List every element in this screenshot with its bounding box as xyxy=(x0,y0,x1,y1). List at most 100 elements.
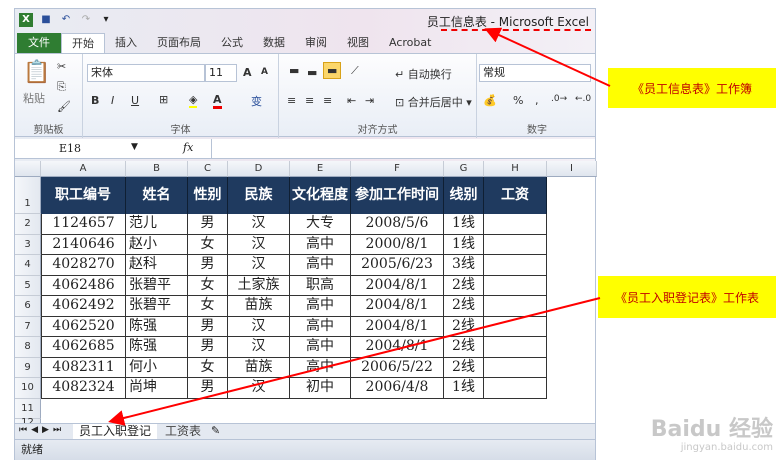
phonetic-button[interactable]: 变 xyxy=(251,95,262,108)
table-cell[interactable]: 4062520 xyxy=(41,316,126,337)
table-cell[interactable]: 女 xyxy=(188,357,228,378)
column-header[interactable]: D xyxy=(228,161,290,177)
orientation-icon[interactable]: ⟋ xyxy=(351,64,359,77)
shrink-font-button[interactable]: A xyxy=(261,67,268,77)
column-header[interactable]: E xyxy=(290,161,351,177)
table-cell[interactable]: 男 xyxy=(188,214,228,235)
tab-view[interactable]: 视图 xyxy=(347,36,369,49)
tab-page-layout[interactable]: 页面布局 xyxy=(157,36,201,49)
table-cell[interactable]: 2140646 xyxy=(41,234,126,255)
fx-icon[interactable]: fx xyxy=(183,141,194,154)
tab-acrobat[interactable]: Acrobat xyxy=(389,36,432,49)
decrease-indent-icon[interactable]: ⇤ xyxy=(347,94,357,107)
underline-button[interactable]: U xyxy=(131,94,140,107)
table-cell[interactable] xyxy=(484,214,547,235)
table-cell[interactable]: 赵小 xyxy=(126,234,188,255)
redo-icon[interactable]: ↷ xyxy=(81,14,91,25)
column-header[interactable]: F xyxy=(351,161,444,177)
table-cell[interactable]: 张碧平 xyxy=(126,296,188,317)
table-cell[interactable]: 4062685 xyxy=(41,337,126,358)
table-cell[interactable]: 张碧平 xyxy=(126,275,188,296)
table-cell[interactable]: 大专 xyxy=(290,214,351,235)
table-cell[interactable]: 女 xyxy=(188,234,228,255)
table-cell[interactable]: 男 xyxy=(188,316,228,337)
header-cell[interactable]: 工资 xyxy=(484,177,547,214)
name-box-dropdown-icon[interactable]: ▼ xyxy=(131,142,138,152)
header-cell[interactable]: 职工编号 xyxy=(41,177,126,214)
table-cell[interactable]: 2004/8/1 xyxy=(351,275,444,296)
paste-icon[interactable]: 📋 xyxy=(23,60,51,85)
table-cell[interactable] xyxy=(484,275,547,296)
table-cell[interactable] xyxy=(484,378,547,399)
tab-home[interactable]: 开始 xyxy=(61,33,105,53)
table-cell[interactable]: 初中 xyxy=(290,378,351,399)
tab-data[interactable]: 数据 xyxy=(263,36,285,49)
bold-button[interactable]: B xyxy=(91,94,100,107)
cut-icon[interactable]: ✂ xyxy=(57,60,67,73)
table-cell[interactable]: 男 xyxy=(188,337,228,358)
table-cell[interactable]: 高中 xyxy=(290,234,351,255)
name-box[interactable]: E18 xyxy=(59,142,82,155)
table-cell[interactable]: 1124657 xyxy=(41,214,126,235)
table-cell[interactable]: 2线 xyxy=(444,337,484,358)
font-color-button[interactable]: A xyxy=(213,93,222,109)
table-cell[interactable]: 职高 xyxy=(290,275,351,296)
table-cell[interactable]: 3线 xyxy=(444,255,484,276)
table-cell[interactable]: 男 xyxy=(188,378,228,399)
table-cell[interactable]: 2004/8/1 xyxy=(351,316,444,337)
row-header[interactable]: 9 xyxy=(15,357,41,378)
row-header[interactable]: 6 xyxy=(15,296,41,317)
column-header[interactable]: G xyxy=(444,161,484,177)
table-cell[interactable]: 2线 xyxy=(444,296,484,317)
table-cell[interactable] xyxy=(484,357,547,378)
header-cell[interactable]: 文化程度 xyxy=(290,177,351,214)
align-right-icon[interactable]: ≡ xyxy=(323,94,333,107)
table-cell[interactable]: 高中 xyxy=(290,255,351,276)
column-header[interactable]: B xyxy=(126,161,188,177)
table-cell[interactable]: 女 xyxy=(188,275,228,296)
column-header[interactable]: H xyxy=(484,161,547,177)
increase-decimal-icon[interactable]: .0→ xyxy=(551,94,568,104)
align-left-icon[interactable]: ≡ xyxy=(287,94,297,107)
font-name-select[interactable]: 宋体 xyxy=(87,64,205,82)
row-header[interactable]: 5 xyxy=(15,275,41,296)
header-cell[interactable]: 线别 xyxy=(444,177,484,214)
table-cell[interactable]: 2006/5/22 xyxy=(351,357,444,378)
table-cell[interactable] xyxy=(484,234,547,255)
table-cell[interactable]: 2004/8/1 xyxy=(351,296,444,317)
table-cell[interactable]: 2006/4/8 xyxy=(351,378,444,399)
header-cell[interactable]: 参加工作时间 xyxy=(351,177,444,214)
table-cell[interactable] xyxy=(484,337,547,358)
paste-button[interactable]: 粘贴 xyxy=(23,92,45,105)
align-top-icon[interactable]: ▬ xyxy=(289,64,300,77)
row-header[interactable]: 8 xyxy=(15,337,41,358)
row-header[interactable]: 3 xyxy=(15,234,41,255)
table-cell[interactable]: 1线 xyxy=(444,214,484,235)
table-cell[interactable]: 2000/8/1 xyxy=(351,234,444,255)
merge-center-button[interactable]: ⊡ 合并后居中 ▾ xyxy=(395,96,472,109)
row-header[interactable]: 2 xyxy=(15,214,41,235)
table-cell[interactable]: 尚坤 xyxy=(126,378,188,399)
table-cell[interactable]: 何小 xyxy=(126,357,188,378)
table-cell[interactable] xyxy=(484,255,547,276)
sheet-tab-staff-register[interactable]: 员工入职登记 xyxy=(73,424,158,439)
table-cell[interactable]: 2004/8/1 xyxy=(351,337,444,358)
save-icon[interactable]: ■ xyxy=(41,14,51,25)
format-painter-icon[interactable]: 🖌 xyxy=(57,100,71,113)
sheet-nav-icon[interactable]: ⏮◀▶⏭ xyxy=(19,425,66,435)
table-cell[interactable]: 苗族 xyxy=(228,357,290,378)
sheet-tab-salary[interactable]: 工资表 xyxy=(165,424,202,438)
tab-review[interactable]: 审阅 xyxy=(305,36,327,49)
border-icon[interactable]: ⊞ xyxy=(159,93,169,106)
table-cell[interactable]: 男 xyxy=(188,255,228,276)
fill-color-icon[interactable]: ◈ xyxy=(189,93,198,108)
row-header[interactable]: 4 xyxy=(15,255,41,276)
table-cell[interactable]: 汉 xyxy=(228,316,290,337)
table-cell[interactable]: 陈强 xyxy=(126,337,188,358)
currency-icon[interactable]: 💰 xyxy=(483,94,497,107)
row-header[interactable]: 1 xyxy=(15,177,41,214)
row-header[interactable]: 11 xyxy=(15,398,41,419)
table-cell[interactable]: 汉 xyxy=(228,234,290,255)
table-cell[interactable]: 4082324 xyxy=(41,378,126,399)
table-cell[interactable]: 2线 xyxy=(444,357,484,378)
